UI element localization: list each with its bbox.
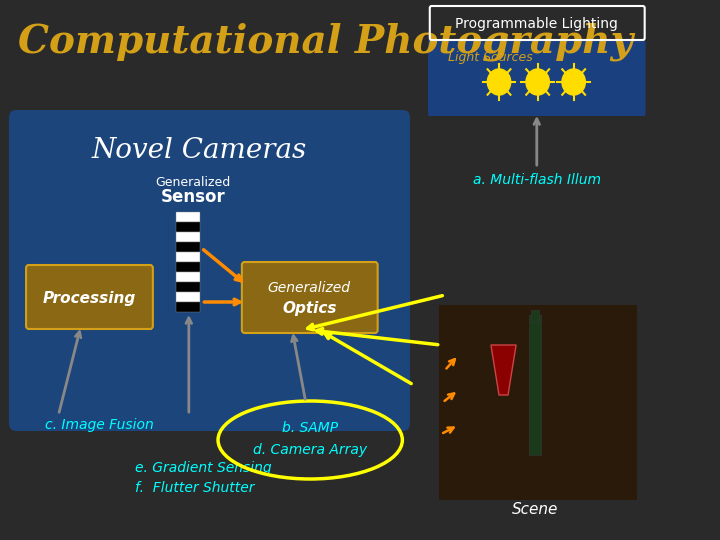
- Bar: [176, 222, 199, 232]
- FancyBboxPatch shape: [428, 40, 646, 116]
- Text: Novel Cameras: Novel Cameras: [92, 137, 307, 164]
- Text: b. SAMP: b. SAMP: [282, 421, 338, 435]
- Bar: [176, 282, 199, 292]
- Text: Optics: Optics: [282, 300, 336, 315]
- Bar: [528, 315, 541, 455]
- Bar: [176, 262, 199, 272]
- FancyBboxPatch shape: [242, 262, 377, 333]
- FancyBboxPatch shape: [26, 265, 153, 329]
- Text: e. Gradient Sensing: e. Gradient Sensing: [135, 461, 271, 475]
- Bar: [176, 272, 199, 282]
- Bar: [438, 305, 636, 500]
- Bar: [176, 292, 199, 302]
- Circle shape: [526, 69, 549, 95]
- Text: Generalized: Generalized: [268, 281, 351, 295]
- Bar: [176, 212, 199, 222]
- Bar: [176, 232, 199, 242]
- Circle shape: [487, 69, 510, 95]
- Text: Light Sources: Light Sources: [448, 51, 533, 64]
- Text: f.  Flutter Shutter: f. Flutter Shutter: [135, 481, 254, 495]
- Text: Scene: Scene: [512, 503, 558, 517]
- Polygon shape: [491, 345, 516, 395]
- Text: Sensor: Sensor: [161, 188, 225, 206]
- Text: Computational Photography: Computational Photography: [18, 23, 633, 61]
- Text: Processing: Processing: [42, 291, 135, 306]
- Circle shape: [562, 69, 585, 95]
- Text: d. Camera Array: d. Camera Array: [253, 443, 367, 457]
- Text: c. Image Fusion: c. Image Fusion: [45, 418, 153, 432]
- Bar: [176, 252, 199, 262]
- Bar: [176, 242, 199, 252]
- Text: a. Multi-flash Illum: a. Multi-flash Illum: [473, 173, 600, 187]
- Bar: [531, 310, 539, 322]
- Text: Generalized: Generalized: [156, 177, 231, 190]
- FancyBboxPatch shape: [9, 110, 410, 431]
- Text: Programmable Lighting: Programmable Lighting: [455, 17, 618, 31]
- Bar: [176, 302, 199, 312]
